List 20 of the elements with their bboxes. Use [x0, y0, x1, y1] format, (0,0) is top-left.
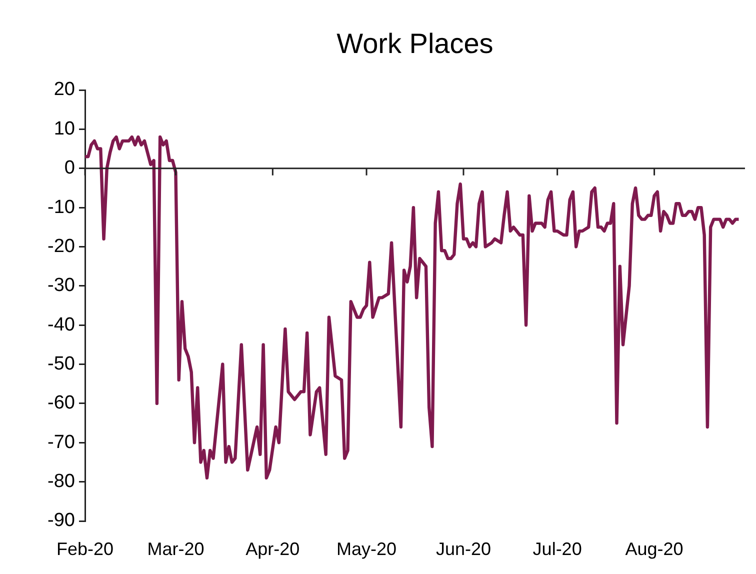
- y-tick-label: -40: [48, 314, 75, 336]
- x-tick-label: Apr-20: [246, 538, 300, 559]
- y-tick-label: -20: [48, 236, 75, 257]
- x-tick-label: Feb-20: [56, 538, 114, 559]
- y-tick-label: 10: [54, 118, 75, 140]
- y-tick-label: -30: [48, 275, 75, 296]
- y-tick-label: -70: [48, 432, 75, 453]
- y-tick-label: 20: [54, 79, 75, 100]
- y-tick-label: -60: [48, 392, 75, 414]
- y-tick-label: -50: [48, 354, 75, 375]
- chart-title: Work Places: [336, 28, 494, 60]
- y-tick-label: -80: [48, 471, 75, 492]
- y-tick-label: 0: [64, 158, 75, 179]
- x-tick-label: May-20: [336, 538, 397, 559]
- x-tick-label: Aug-20: [625, 538, 684, 559]
- x-tick-label: Mar-20: [147, 538, 204, 559]
- x-tick-label: Jun-20: [436, 538, 492, 559]
- y-tick-label: -10: [48, 196, 75, 218]
- x-tick-label: Jul-20: [532, 538, 582, 559]
- y-tick-label: -90: [48, 510, 75, 532]
